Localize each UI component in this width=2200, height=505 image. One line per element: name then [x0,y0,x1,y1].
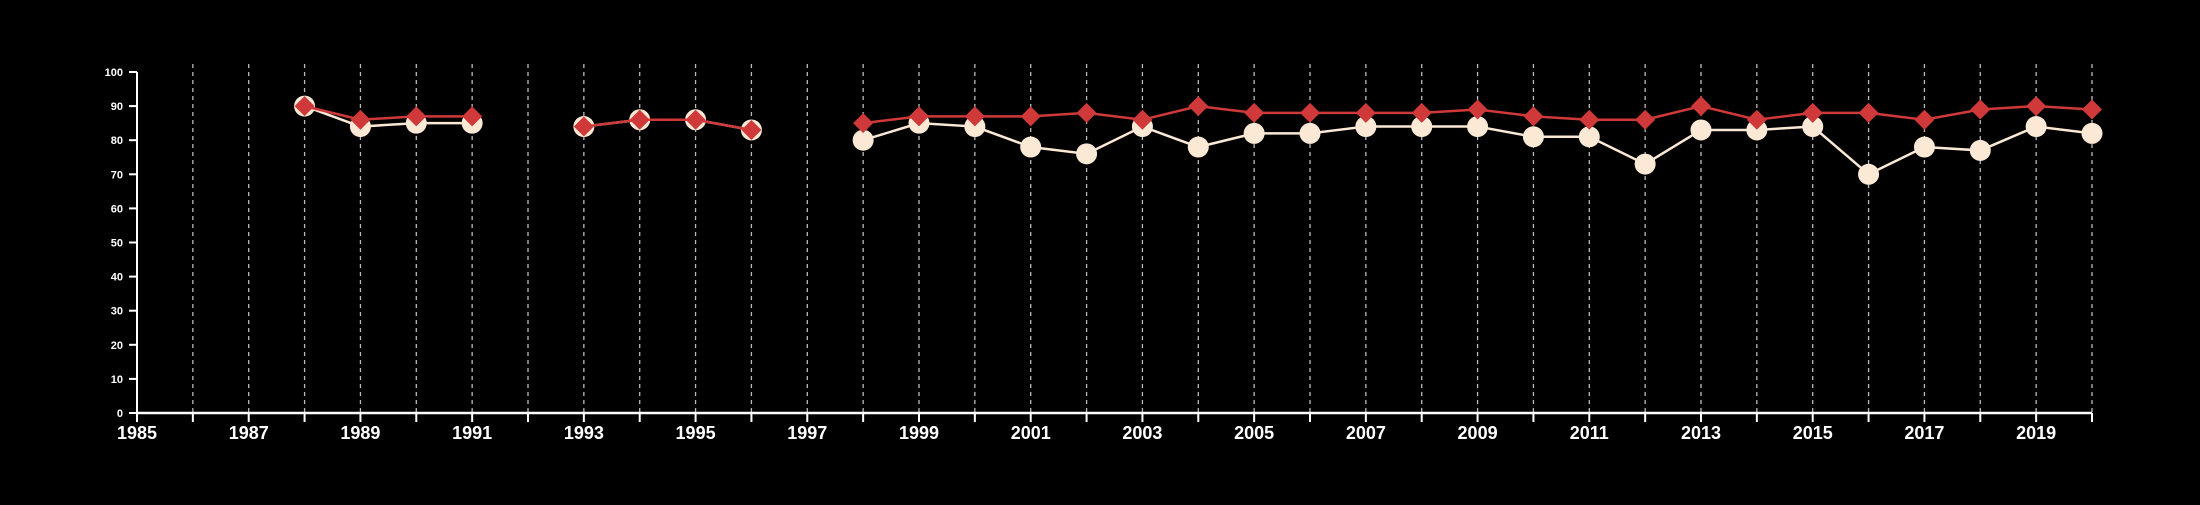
x-tick-label: 2007 [1346,423,1386,443]
y-tick-label: 50 [111,238,123,250]
x-tick-label: 2001 [1011,423,1051,443]
y-tick-label: 30 [111,306,123,318]
y-tick-label: 0 [117,408,123,420]
y-tick-label: 10 [111,374,123,386]
data-point [1187,136,1209,158]
data-point [1467,99,1488,120]
y-tick-label: 70 [111,169,123,181]
data-point [294,96,315,117]
data-point [1188,96,1209,117]
data-point [1244,102,1265,123]
data-point [629,109,650,130]
y-tick-label: 60 [111,203,123,215]
data-point [1355,102,1376,123]
data-point [1076,102,1097,123]
x-tick-label: 1991 [452,423,492,443]
data-point [1355,116,1377,138]
data-point [964,106,985,127]
data-point [1858,163,1880,185]
data-point [1746,119,1768,141]
data-point [1635,109,1656,130]
data-point [1914,109,1935,130]
y-tick-label: 20 [111,340,123,352]
data-point [1522,126,1544,148]
data-point [2082,99,2102,120]
data-point [1243,122,1265,144]
data-point [1132,109,1153,130]
x-tick-label: 2005 [1234,423,1274,443]
data-point [2025,116,2047,138]
data-point [406,106,427,127]
y-tick-label: 90 [111,101,123,113]
data-point [462,106,483,127]
data-point [1076,143,1098,165]
axes: 0 10 20 30 40 50 60 70 80 90 100 1985 1987 1989 1991 19… [105,67,2093,443]
x-tick-label: 1989 [340,423,380,443]
x-tick-label: 1993 [564,423,604,443]
data-point [853,113,874,134]
data-point [1411,102,1432,123]
x-tick-label: 1995 [676,423,716,443]
x-tick-label: 1999 [899,423,939,443]
data-point [573,116,594,137]
data-point [1411,116,1433,138]
series-line-segment [583,118,752,132]
data-point [1020,136,1042,158]
x-tick-label: 2013 [1681,423,1721,443]
x-tick-label: 2003 [1122,423,1162,443]
x-tick-label: 2011 [1570,423,1609,443]
x-tick-label: 1997 [787,423,827,443]
data-point [909,106,929,127]
data-point [1691,96,1711,117]
series-line-segment [304,104,473,121]
data-point [1523,106,1544,127]
x-tick-label: 2015 [1793,423,1833,443]
data-point [1858,102,1879,123]
x-tick-label: 1987 [229,423,269,443]
x-tick-label: 2019 [2016,423,2056,443]
data-point [685,109,706,130]
data-point [1690,119,1712,141]
x-tick-label: 2009 [1458,423,1498,443]
y-tick-label: 80 [111,135,123,147]
y-tick-label: 40 [111,272,123,284]
data-point [852,129,874,151]
series-group [294,95,2103,185]
data-point [2026,96,2047,117]
data-point [964,116,986,138]
data-point [1020,106,1041,127]
x-tick-label: 2017 [1904,423,1944,443]
series-line-segment [304,104,473,128]
data-point [741,119,762,140]
data-point [1634,153,1656,175]
series-2 [294,96,2102,140]
x-tick-label: 1985 [117,423,157,443]
data-point [1970,99,1991,120]
data-point [1579,109,1600,130]
data-point [1578,126,1600,148]
data-point [1802,116,1824,138]
data-point [1300,102,1320,123]
y-tick-label: 100 [105,67,123,79]
data-point [1299,122,1321,144]
data-point [1802,102,1823,123]
data-point [1913,136,1935,158]
data-point [350,109,371,130]
data-point [1467,116,1489,138]
data-point [2081,122,2103,144]
data-point [1969,139,1991,161]
data-point [1746,109,1767,130]
